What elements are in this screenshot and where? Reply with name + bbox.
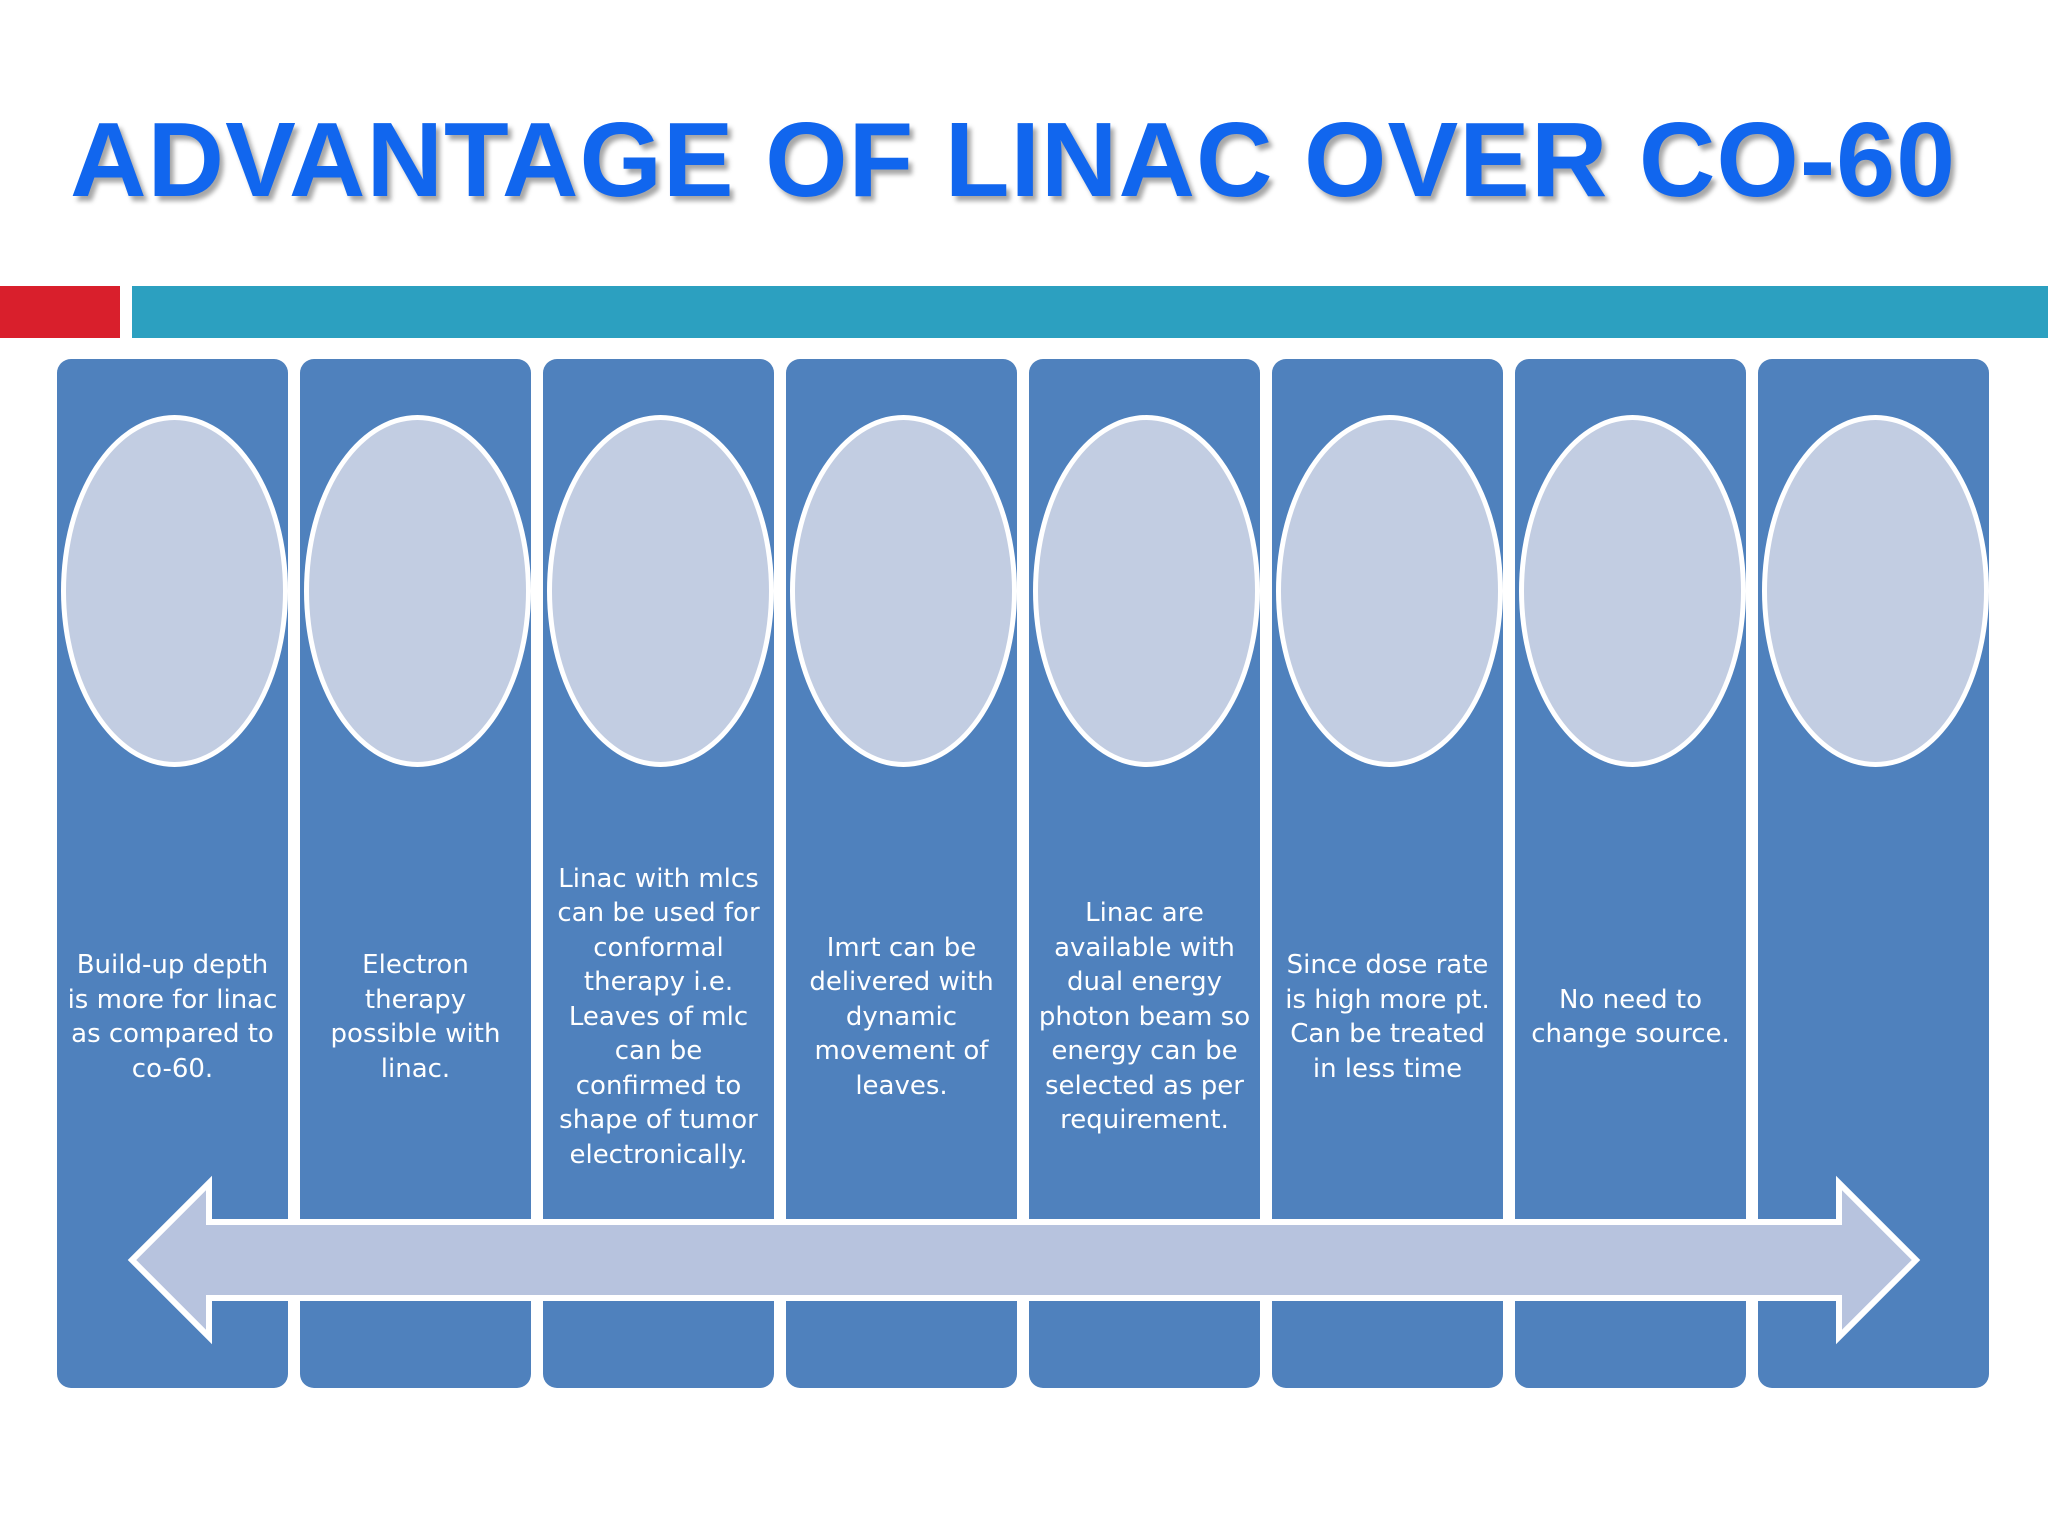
advantage-text: No need to change source. — [1531, 984, 1730, 1050]
advantage-text: Imrt can be delivered with dynamic movem… — [809, 932, 994, 1101]
accent-bar-red — [0, 286, 120, 338]
circle-shape — [1762, 415, 1989, 767]
circle-shape — [790, 415, 1017, 767]
accent-bar-teal — [132, 286, 2048, 338]
advantage-column: Linac with mlcs can be used for conforma… — [543, 359, 774, 1388]
advantage-column: Imrt can be delivered with dynamic movem… — [786, 359, 1017, 1388]
advantage-column: Since dose rate is high more pt. Can be … — [1272, 359, 1503, 1388]
advantage-text — [1766, 803, 1981, 1231]
circle-shape — [1276, 415, 1503, 767]
circle-shape — [1519, 415, 1746, 767]
advantage-text: Build-up depth is more for linac as comp… — [67, 950, 278, 1084]
circle-shape — [61, 415, 288, 767]
circle-shape — [547, 415, 774, 767]
advantage-column — [1758, 359, 1989, 1388]
advantage-column: Electron therapy possible with linac. — [300, 359, 531, 1388]
advantage-text: Linac are available with dual energy pho… — [1038, 898, 1251, 1136]
advantage-column: No need to change source. — [1515, 359, 1746, 1388]
advantage-column: Build-up depth is more for linac as comp… — [57, 359, 288, 1388]
advantage-text: Electron therapy possible with linac. — [330, 950, 501, 1084]
advantages-columns: Build-up depth is more for linac as comp… — [57, 359, 1991, 1388]
advantage-text: Linac with mlcs can be used for conforma… — [557, 863, 760, 1170]
advantage-text: Since dose rate is high more pt. Can be … — [1285, 950, 1490, 1084]
circle-shape — [1033, 415, 1260, 767]
circle-shape — [304, 415, 531, 767]
advantage-column: Linac are available with dual energy pho… — [1029, 359, 1260, 1388]
page-title: ADVANTAGE OF LINAC OVER CO-60 — [70, 101, 1957, 219]
